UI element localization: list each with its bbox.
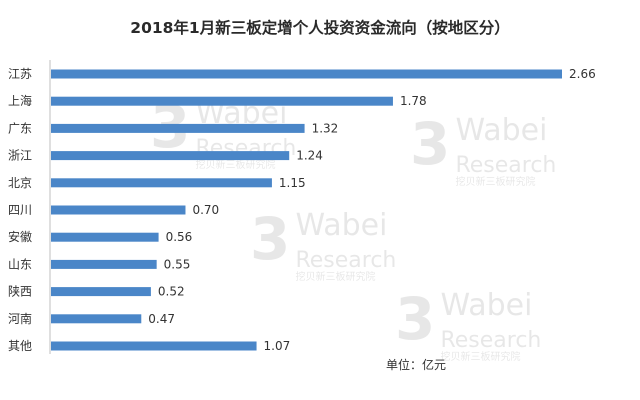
value-label: 1.32 — [312, 121, 339, 135]
category-label: 河南 — [8, 311, 32, 326]
value-label: 1.24 — [296, 149, 323, 163]
bar — [51, 341, 257, 351]
bar — [51, 96, 393, 106]
value-label: 1.07 — [264, 339, 291, 353]
bar — [51, 314, 142, 324]
bar — [51, 205, 186, 215]
unit-label: 单位：亿元 — [386, 358, 447, 372]
bar — [51, 69, 562, 79]
bar — [51, 232, 159, 242]
value-label: 0.55 — [164, 257, 191, 271]
category-label: 浙江 — [8, 149, 32, 163]
category-label: 其他 — [8, 339, 32, 353]
value-label: 0.70 — [192, 203, 219, 217]
value-label: 1.78 — [400, 94, 427, 108]
category-label: 北京 — [8, 176, 32, 190]
bar — [51, 178, 272, 188]
value-label: 0.56 — [166, 230, 193, 244]
bar — [51, 151, 290, 161]
value-label: 0.52 — [158, 285, 185, 299]
value-label: 0.47 — [148, 312, 175, 326]
value-label: 1.15 — [279, 176, 306, 190]
category-label: 上海 — [8, 93, 32, 108]
value-label: 2.66 — [569, 67, 596, 81]
chart-title: 2018年1月新三板定增个人投资资金流向（按地区分） — [130, 19, 510, 37]
bar — [51, 259, 157, 269]
category-label: 四川 — [8, 203, 32, 217]
category-label: 陕西 — [8, 284, 32, 299]
category-label: 广东 — [8, 121, 32, 135]
category-label: 安徽 — [8, 229, 32, 244]
bar — [51, 123, 305, 133]
category-label: 山东 — [8, 257, 32, 271]
bar — [51, 287, 151, 297]
category-label: 江苏 — [8, 67, 32, 81]
